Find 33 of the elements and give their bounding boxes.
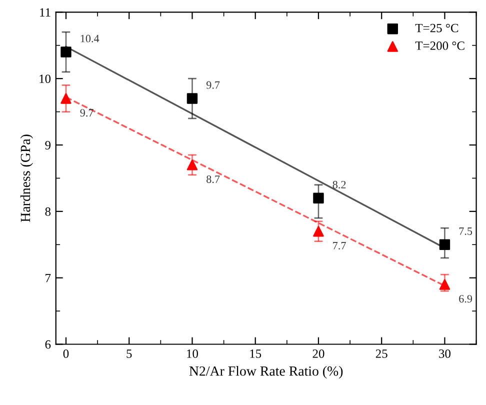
y-tick-label: 7 xyxy=(46,274,51,282)
y-tick-label: 6 xyxy=(45,340,51,349)
data-label: 6.9 xyxy=(459,295,472,303)
x-tick-label: 25 xyxy=(376,350,388,358)
x-tick-label: 5 xyxy=(126,350,132,358)
point xyxy=(313,192,324,204)
data-label: 7.7 xyxy=(333,242,346,250)
point xyxy=(313,226,324,237)
legend-label: T=25 °C xyxy=(415,24,458,32)
point xyxy=(439,279,450,290)
point xyxy=(60,46,72,58)
y-tick-label: 11 xyxy=(40,8,50,16)
x-tick-label: 30 xyxy=(439,349,450,358)
data-label: 7.5 xyxy=(459,228,472,235)
x-tick-label: 0 xyxy=(63,349,69,358)
legend-label: T=200 °C xyxy=(415,42,464,50)
x-tick-label: 20 xyxy=(312,349,324,358)
y-tick-label: 8 xyxy=(45,207,51,216)
data-label: 9.7 xyxy=(80,109,94,117)
x-tick-label: 15 xyxy=(250,350,262,358)
data-label: 10.4 xyxy=(80,34,100,42)
y-tick-label: 9 xyxy=(45,141,51,150)
point xyxy=(439,239,450,250)
x-tick-label: 10 xyxy=(187,349,198,358)
point xyxy=(186,160,198,170)
point xyxy=(186,93,198,104)
x-axis-title: N2/Ar Flow Rate Ratio (%) xyxy=(189,366,343,379)
y-axis-title: Hardness (GPa) xyxy=(20,134,33,222)
point xyxy=(60,93,72,104)
data-label: 8.7 xyxy=(206,175,220,184)
data-label: 9.7 xyxy=(206,81,220,89)
data-label: 8.2 xyxy=(332,180,346,188)
y-tick-label: 10 xyxy=(40,74,51,84)
